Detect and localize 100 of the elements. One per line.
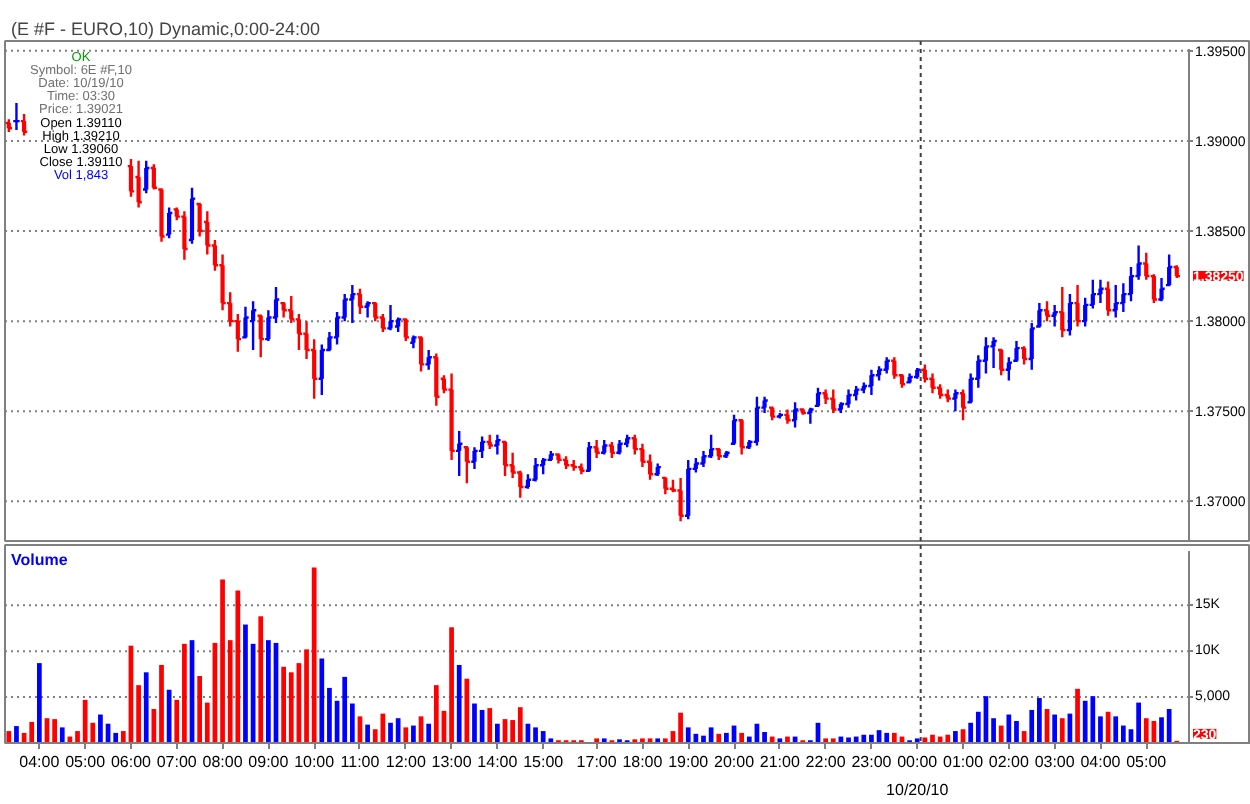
candlestick xyxy=(447,372,456,462)
bar xyxy=(395,718,401,743)
candlestick xyxy=(767,406,777,422)
ref-line-label: 10/20/10 xyxy=(886,781,950,799)
candlestick xyxy=(12,101,21,132)
candlestick xyxy=(569,458,579,472)
candlestick xyxy=(790,401,800,429)
x-tick-label: 08:00 xyxy=(202,753,244,771)
candlestick xyxy=(164,206,174,240)
candlestick xyxy=(958,388,968,422)
x-tick-label: 09:00 xyxy=(248,753,290,771)
bar xyxy=(342,676,348,743)
candlestick xyxy=(867,368,876,397)
candlestick xyxy=(592,438,602,460)
bar xyxy=(411,725,416,743)
candlestick xyxy=(454,429,464,478)
candlestick xyxy=(928,372,937,395)
candlestick xyxy=(1096,278,1105,305)
candlestick xyxy=(584,440,594,472)
bar xyxy=(266,640,271,743)
x-tick-label: 05:00 xyxy=(65,753,107,771)
candlestick xyxy=(500,440,510,478)
bar xyxy=(1075,688,1080,743)
x-tick-label: 13:00 xyxy=(431,753,473,771)
bar xyxy=(846,737,851,743)
x-tick-label: 17:00 xyxy=(576,753,618,771)
candlestick xyxy=(660,476,670,496)
candlestick xyxy=(882,355,892,375)
bar xyxy=(243,624,248,743)
candlestick xyxy=(554,453,563,465)
bar xyxy=(540,731,546,743)
x-tick-label: 23:00 xyxy=(851,753,893,771)
bar xyxy=(533,727,538,743)
candlestick xyxy=(729,413,739,445)
bar xyxy=(197,675,203,743)
bar xyxy=(464,678,470,743)
candlestick xyxy=(1111,283,1121,319)
bar xyxy=(716,733,722,743)
chart-title: Volume xyxy=(11,551,69,569)
candlestick xyxy=(1073,283,1082,328)
candlestick xyxy=(683,458,693,521)
candlestick xyxy=(805,406,815,426)
bar xyxy=(98,714,103,743)
candlestick xyxy=(1103,280,1113,317)
bar xyxy=(1082,700,1088,743)
candlestick xyxy=(416,336,426,373)
candlestick xyxy=(737,419,747,456)
bar xyxy=(235,590,241,743)
x-tick-label: 21:00 xyxy=(759,753,801,771)
candlestick xyxy=(1172,264,1182,280)
x-tick-label: 06:00 xyxy=(110,753,153,771)
candlestick xyxy=(951,388,960,413)
bar xyxy=(113,732,119,743)
bar xyxy=(517,707,523,743)
bar xyxy=(678,712,683,743)
x-tick-label: 00:00 xyxy=(897,753,939,771)
bar xyxy=(433,685,439,743)
candlestick xyxy=(912,366,922,380)
bar xyxy=(449,627,454,743)
bar xyxy=(1090,696,1096,743)
bar xyxy=(1006,714,1012,743)
bar xyxy=(1014,720,1019,743)
candlestick xyxy=(996,348,1006,377)
bar xyxy=(495,723,500,743)
candlestick xyxy=(462,446,472,485)
bar xyxy=(14,726,19,743)
bar xyxy=(220,579,225,743)
bar xyxy=(724,732,729,743)
bar xyxy=(365,724,370,743)
x-tick-label: 07:00 xyxy=(156,753,198,771)
bar xyxy=(945,734,951,743)
bar xyxy=(311,567,317,743)
bar xyxy=(36,663,42,743)
bar xyxy=(6,731,12,743)
candlestick xyxy=(279,301,289,319)
candlestick xyxy=(844,388,853,409)
x-tick-label: 22:00 xyxy=(805,753,847,771)
bar xyxy=(861,734,867,743)
candlestick xyxy=(187,186,197,245)
candlestick xyxy=(1042,300,1052,323)
x-tick-label: 04:00 xyxy=(1080,753,1122,771)
candlestick xyxy=(355,287,365,316)
x-tick-label: 10:00 xyxy=(294,753,336,771)
candlestick xyxy=(599,438,609,456)
candlestick xyxy=(401,318,411,343)
candlestick xyxy=(576,462,586,476)
x-tick-label: 03:00 xyxy=(1034,753,1076,771)
candlestick xyxy=(943,388,953,404)
bar xyxy=(52,719,57,743)
bar xyxy=(319,658,325,743)
candlestick xyxy=(615,438,624,456)
candlestick xyxy=(431,352,441,408)
x-tick-label: 01:00 xyxy=(943,753,985,771)
bar xyxy=(1136,702,1141,743)
bar xyxy=(143,672,149,743)
bar xyxy=(456,664,462,743)
candlestick xyxy=(363,300,373,319)
bar xyxy=(29,721,35,743)
x-tick-label: 11:00 xyxy=(340,753,381,771)
x-tick-label: 05:00 xyxy=(1126,753,1168,771)
